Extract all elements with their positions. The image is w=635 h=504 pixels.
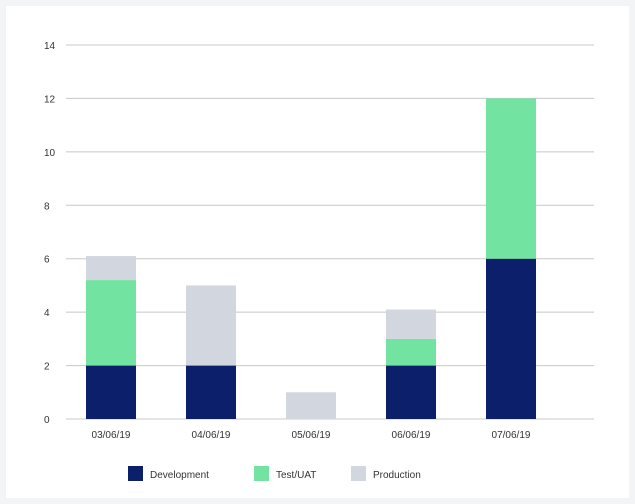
legend-swatch (254, 466, 269, 481)
x-tick-label: 03/06/19 (92, 430, 131, 441)
bar-segment-development (386, 365, 436, 419)
bar-segment-production (186, 285, 236, 366)
y-tick-label: 4 (44, 308, 50, 319)
legend-swatch (128, 466, 143, 481)
y-tick-label: 2 (44, 362, 50, 373)
bar-segment-test-uat (86, 280, 136, 366)
x-tick-label: 07/06/19 (492, 430, 531, 441)
y-tick-label: 10 (44, 148, 56, 159)
chart-panel: 0 2 4 6 8 10 12 14 03/06/19 04/06/19 05/06/19 06/0… (6, 6, 629, 498)
bar-segment-test-uat (486, 98, 536, 259)
legend-label: Production (373, 470, 421, 481)
legend-label: Test/UAT (276, 470, 316, 481)
bar-segment-development (186, 365, 236, 419)
bar-segment-test-uat (386, 338, 436, 366)
x-tick-label: 05/06/19 (292, 430, 331, 441)
y-tick-label: 14 (44, 41, 56, 52)
bar-segment-production (386, 309, 436, 339)
legend-label: Development (150, 470, 209, 481)
bars (86, 98, 536, 419)
y-tick-label: 0 (44, 415, 50, 426)
bar-segment-production (286, 392, 336, 419)
y-tick-label: 8 (44, 201, 50, 212)
x-tick-label: 06/06/19 (392, 430, 431, 441)
x-axis-tick-labels: 03/06/19 04/06/19 05/06/19 06/06/19 07/06/19 (92, 430, 531, 441)
grid-lines (66, 44, 594, 420)
y-tick-label: 12 (44, 94, 56, 105)
x-tick-label: 04/06/19 (192, 430, 231, 441)
y-tick-label: 6 (44, 255, 50, 266)
legend-swatch (351, 466, 366, 481)
stacked-bar-chart: 0 2 4 6 8 10 12 14 03/06/19 04/06/19 05/06/19 06/0… (44, 41, 594, 481)
bar-segment-development (486, 258, 536, 419)
bar-segment-development (86, 365, 136, 419)
legend: Development Test/UAT Production (128, 466, 421, 481)
y-axis-tick-labels: 0 2 4 6 8 10 12 14 (44, 41, 56, 426)
bar-segment-production (86, 256, 136, 281)
